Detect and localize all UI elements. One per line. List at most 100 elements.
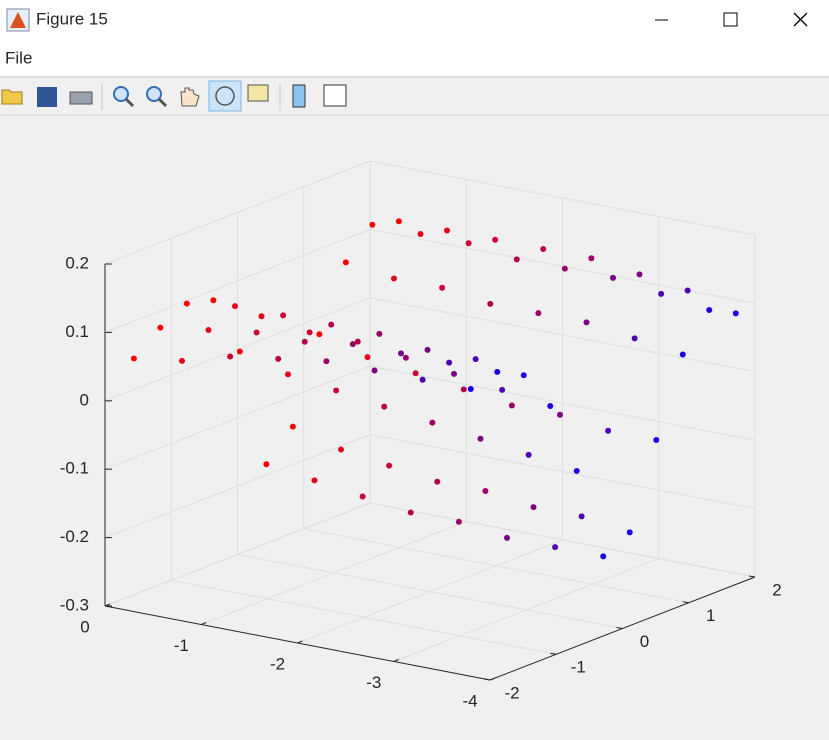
tick-mark [550, 652, 557, 655]
tick-mark [201, 622, 207, 625]
point [626, 529, 633, 536]
point [280, 312, 287, 319]
point [301, 338, 308, 345]
tick-mark [616, 627, 623, 629]
point [600, 553, 607, 560]
close-button[interactable] [793, 12, 808, 27]
point [684, 287, 691, 294]
point [424, 346, 431, 353]
point [679, 351, 686, 358]
point [289, 423, 296, 430]
point [535, 310, 542, 317]
grid-line [369, 228, 756, 304]
y-tick-label: -2 [504, 683, 519, 702]
print-button[interactable] [69, 91, 93, 105]
z-tick-label: 0 [80, 390, 89, 409]
zoom-out-button[interactable] [146, 86, 168, 108]
maximize-button[interactable] [723, 12, 738, 27]
menu-bar [0, 40, 829, 76]
point [444, 227, 450, 234]
point [369, 221, 376, 228]
grid-line [171, 579, 557, 655]
tick-mark [104, 603, 111, 607]
point [130, 355, 137, 362]
x-tick-label: 0 [80, 617, 89, 636]
grid-line [369, 434, 756, 510]
point [610, 274, 616, 281]
grid-line [303, 528, 689, 604]
grid-line [104, 502, 371, 607]
point [499, 386, 506, 393]
rotate-button[interactable] [208, 80, 242, 112]
point [381, 403, 388, 410]
point [455, 518, 462, 525]
grid-line [369, 297, 756, 373]
point [446, 359, 453, 366]
point [547, 403, 554, 409]
save-button[interactable] [37, 87, 57, 107]
point [253, 329, 260, 336]
point [227, 353, 234, 360]
point [631, 335, 638, 342]
colorbar-button[interactable] [292, 84, 306, 108]
point [359, 493, 366, 500]
z-tick-label: 0.1 [65, 322, 89, 341]
point [333, 387, 340, 394]
grid-line [369, 365, 756, 441]
point [605, 427, 612, 434]
point [210, 297, 217, 304]
point [232, 303, 238, 310]
point [398, 350, 404, 357]
open-button[interactable] [1, 89, 23, 105]
x-tick-label: -1 [174, 636, 189, 655]
tick-mark [483, 678, 491, 681]
point [482, 487, 489, 494]
point [275, 355, 282, 362]
menu-item[interactable]: File [5, 48, 32, 67]
grid-line [237, 554, 623, 629]
point [540, 246, 547, 253]
z-tick-label: -0.2 [60, 527, 89, 546]
point [328, 321, 335, 328]
y-tick-label: 2 [772, 580, 781, 599]
point [311, 477, 318, 484]
point [508, 402, 515, 409]
point [395, 218, 402, 225]
data-tips-button[interactable] [247, 84, 269, 102]
point [386, 462, 393, 469]
axes: -0.3 -0.2 -0.1 0 0.1 0.2 -4 -3 -2 -1 0 -2 -1 0 1 2 [60, 160, 782, 710]
point [402, 354, 409, 361]
app-icon [6, 8, 30, 32]
point [263, 461, 270, 468]
toolbar [1, 80, 347, 112]
point [342, 259, 349, 266]
x-tick-label: -2 [270, 654, 285, 673]
point [419, 376, 426, 383]
point [157, 324, 164, 331]
point [504, 534, 510, 541]
point [412, 370, 419, 377]
title-bar [0, 0, 829, 40]
zoom-in-button[interactable] [113, 86, 135, 108]
grid-line [369, 160, 756, 236]
point [354, 338, 361, 345]
tick-mark [297, 640, 303, 644]
point [653, 437, 660, 444]
point [371, 367, 378, 374]
point [439, 284, 446, 291]
point [513, 256, 520, 263]
z-tick-label: -0.1 [60, 459, 89, 478]
point [407, 509, 414, 516]
pan-button[interactable] [180, 87, 200, 107]
tick-mark [489, 677, 496, 681]
point [236, 348, 243, 355]
y-tick-label: 0 [640, 632, 649, 651]
tick-mark [393, 659, 399, 662]
point [561, 265, 568, 272]
point [417, 230, 424, 237]
grid-line [104, 228, 371, 333]
point [205, 327, 212, 334]
point [583, 319, 590, 326]
legend-button[interactable] [323, 84, 347, 107]
